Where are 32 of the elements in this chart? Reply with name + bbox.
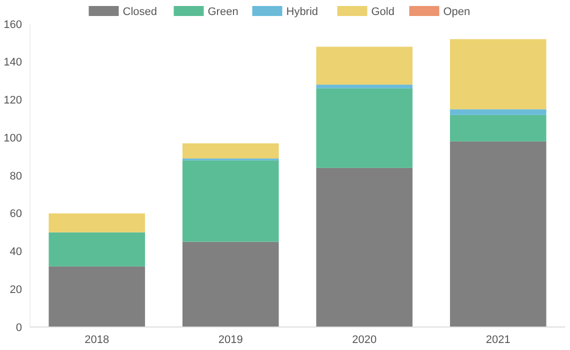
bar bbox=[182, 242, 279, 327]
y-tick-label: 40 bbox=[10, 246, 22, 258]
bar bbox=[48, 266, 146, 327]
bar bbox=[450, 141, 546, 327]
bar bbox=[182, 143, 279, 158]
legend-label: Green bbox=[208, 6, 238, 18]
bar bbox=[450, 109, 546, 115]
x-tick-label: 2018 bbox=[84, 334, 110, 346]
bar bbox=[316, 46, 413, 85]
y-tick-label: 0 bbox=[16, 322, 22, 334]
bar bbox=[48, 232, 146, 266]
y-tick-label: 160 bbox=[4, 18, 22, 31]
y-tick-label: 80 bbox=[10, 170, 22, 182]
bar bbox=[316, 168, 413, 327]
y-tick-label: 20 bbox=[10, 284, 22, 296]
bar bbox=[316, 88, 413, 168]
x-tick-label: 2019 bbox=[218, 334, 243, 346]
bar bbox=[182, 160, 279, 242]
legend-label: Closed bbox=[122, 6, 157, 18]
y-tick-label: 140 bbox=[4, 56, 22, 69]
x-tick-label: 2020 bbox=[352, 334, 377, 346]
y-tick-label: 60 bbox=[10, 208, 22, 220]
bar bbox=[316, 84, 413, 88]
legend-label: Open bbox=[443, 6, 470, 18]
legend-label: Hybrid bbox=[286, 6, 318, 18]
y-tick-label: 100 bbox=[4, 132, 22, 144]
bar bbox=[450, 114, 546, 142]
y-tick-label: 120 bbox=[4, 94, 22, 107]
bar bbox=[48, 213, 146, 232]
x-tick-label: 2021 bbox=[486, 334, 510, 346]
legend-label: Gold bbox=[371, 6, 394, 18]
bar bbox=[450, 39, 546, 110]
